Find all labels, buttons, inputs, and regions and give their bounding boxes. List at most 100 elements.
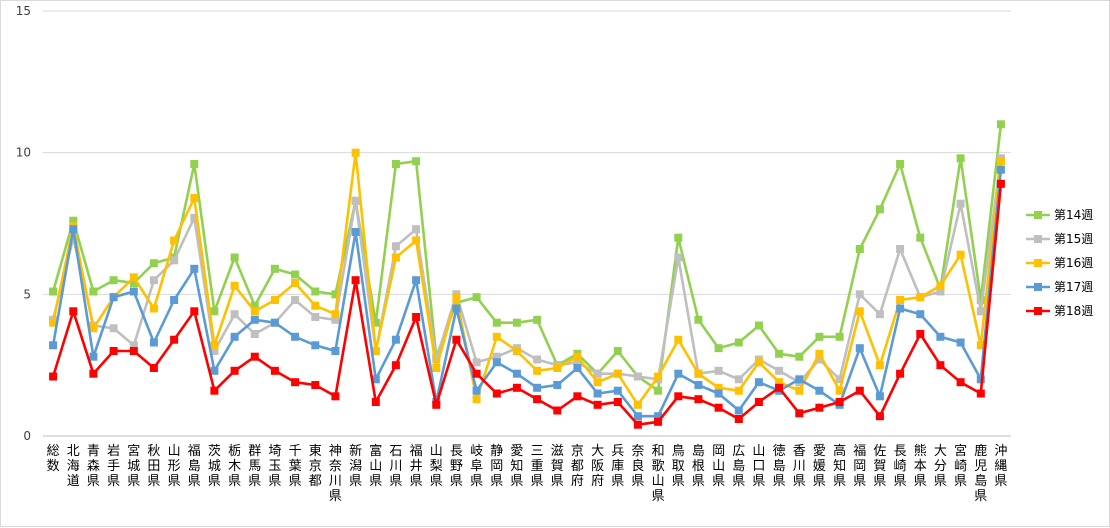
data-point [795, 375, 804, 384]
data-point [250, 352, 259, 361]
data-point [512, 318, 521, 327]
data-point [775, 349, 784, 358]
legend-item: 第17週 [1026, 280, 1093, 294]
x-tick-label: 沖縄県 [994, 444, 1007, 489]
data-point [694, 369, 703, 378]
data-point [69, 307, 78, 316]
data-point [210, 347, 219, 355]
data-point [694, 381, 703, 389]
data-point [270, 366, 279, 375]
legend-label: 第15週 [1054, 232, 1093, 246]
data-point [391, 335, 400, 344]
data-point [896, 369, 905, 378]
x-tick-label: 千葉県 [289, 444, 302, 489]
data-point [936, 332, 945, 341]
data-point [512, 369, 521, 378]
data-point [976, 389, 985, 398]
data-point [89, 369, 98, 378]
data-point [714, 366, 723, 375]
data-point [472, 358, 481, 367]
data-point [311, 301, 320, 310]
y-tick-label: 0 [23, 429, 31, 443]
data-point [452, 335, 461, 344]
data-point [815, 386, 824, 395]
data-point [109, 347, 118, 355]
legend-swatch-marker [1034, 259, 1042, 267]
data-point [533, 395, 542, 404]
data-point [230, 310, 239, 319]
data-point [170, 256, 179, 265]
data-point [452, 304, 461, 313]
data-point [472, 293, 481, 302]
data-point [754, 358, 763, 367]
data-point [69, 216, 78, 225]
data-point [633, 412, 642, 421]
data-point [815, 332, 824, 341]
x-tick-label: 兵庫県 [611, 444, 624, 489]
data-point [734, 375, 743, 384]
legend-item: 第16週 [1026, 256, 1093, 270]
x-tick-label: 三重県 [531, 444, 544, 489]
data-point [49, 341, 58, 350]
data-point [371, 347, 380, 355]
data-point [956, 199, 965, 208]
x-tick-label: 茨城県 [208, 444, 221, 489]
data-point [714, 403, 723, 412]
x-tick-label: 岩手県 [107, 444, 120, 489]
data-point [270, 318, 279, 327]
data-point [553, 381, 562, 389]
data-point [250, 315, 259, 324]
data-point [149, 338, 158, 347]
data-point [291, 296, 300, 304]
data-point [270, 296, 279, 304]
x-tick-label: 香川県 [793, 444, 806, 489]
x-tick-label: 青森県 [87, 444, 100, 489]
data-point [190, 194, 199, 202]
data-point [775, 366, 784, 375]
data-point [896, 296, 905, 304]
data-point [190, 160, 199, 168]
x-axis-categories: 総数北海道青森県岩手県宮城県秋田県山形県福島県茨城県栃木県群馬県埼玉県千葉県東京… [47, 443, 1008, 504]
data-point [573, 392, 582, 401]
data-point [331, 392, 340, 401]
data-point [613, 386, 622, 395]
data-point [815, 403, 824, 412]
data-point [855, 290, 864, 299]
x-tick-label: 総数 [47, 444, 60, 474]
x-tick-label: 広島県 [732, 444, 745, 489]
data-point [331, 310, 340, 319]
data-point [976, 341, 985, 350]
data-point [654, 372, 663, 381]
data-point [512, 383, 521, 392]
data-point [855, 307, 864, 316]
data-point [149, 259, 158, 268]
data-point [875, 310, 884, 319]
legend-swatch-marker [1034, 307, 1042, 315]
y-tick-label: 15 [16, 4, 31, 18]
series-3 [49, 148, 1005, 409]
data-point [573, 352, 582, 361]
x-tick-label: 高知県 [833, 443, 846, 489]
x-tick-label: 佐賀県 [873, 444, 886, 489]
data-point [633, 400, 642, 409]
data-point [633, 420, 642, 429]
data-point [593, 389, 602, 398]
legend-label: 第14週 [1054, 208, 1093, 222]
y-axis-ticks: 0 5 10 15 [16, 4, 31, 443]
data-point [371, 375, 380, 384]
series-line [51, 169, 1003, 418]
data-point [311, 381, 320, 389]
x-tick-label: 静岡県 [490, 444, 503, 489]
legend-swatch-marker [1034, 211, 1042, 219]
data-point [795, 352, 804, 361]
data-point [351, 276, 360, 285]
data-point [49, 372, 58, 381]
data-point [371, 318, 380, 327]
data-point [835, 332, 844, 341]
data-point [714, 383, 723, 392]
data-point [956, 378, 965, 387]
x-tick-label: 秋田県 [147, 444, 160, 489]
data-point [875, 412, 884, 421]
data-point [996, 165, 1005, 174]
